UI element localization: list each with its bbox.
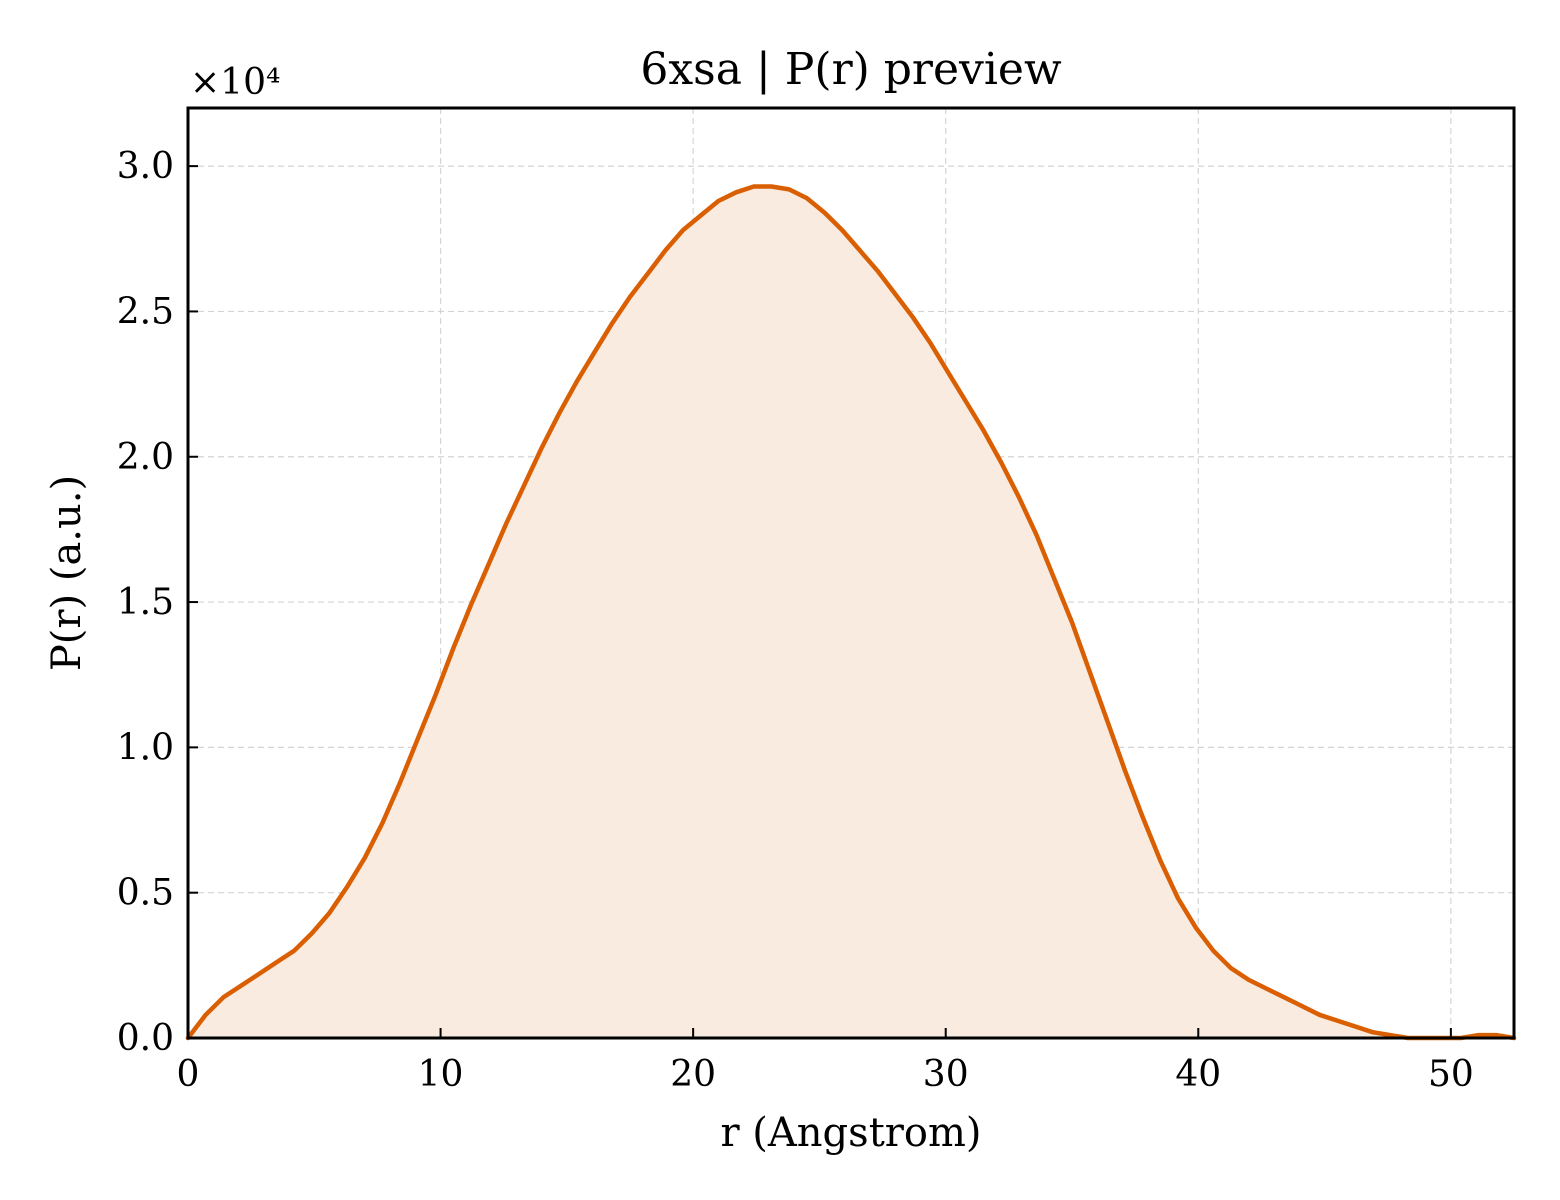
x-axis-label: r (Angstrom) bbox=[720, 1110, 981, 1156]
y-tick-label: 3.0 bbox=[117, 146, 174, 187]
y-axis-label: P(r) (a.u.) bbox=[44, 475, 90, 671]
chart-title: 6xsa | P(r) preview bbox=[640, 44, 1062, 95]
x-tick-label: 50 bbox=[1428, 1054, 1474, 1095]
y-tick-label: 1.0 bbox=[117, 727, 174, 768]
x-tick-label: 10 bbox=[418, 1054, 464, 1095]
x-tick-label: 20 bbox=[670, 1054, 716, 1095]
area-fill bbox=[188, 186, 1514, 1038]
ticks: 0 10 20 30 40 50 0.0 0.5 1.0 1.5 2.0 2.5 3.0 bbox=[117, 146, 1474, 1095]
series-line bbox=[185, 184, 1517, 1041]
x-tick-label: 40 bbox=[1175, 1054, 1221, 1095]
x-tick-label: 0 bbox=[177, 1054, 200, 1095]
y-tick-label: 0.0 bbox=[117, 1018, 174, 1059]
y-tick-label: 2.5 bbox=[117, 291, 174, 332]
x-tick-label: 30 bbox=[923, 1054, 969, 1095]
y-tick-label: 0.5 bbox=[117, 873, 174, 914]
y-tick-label: 2.0 bbox=[117, 437, 174, 478]
y-tick-label: 1.5 bbox=[117, 582, 174, 623]
y-scale-label: ×10⁴ bbox=[190, 62, 280, 103]
plot-frame bbox=[186, 106, 1516, 1040]
